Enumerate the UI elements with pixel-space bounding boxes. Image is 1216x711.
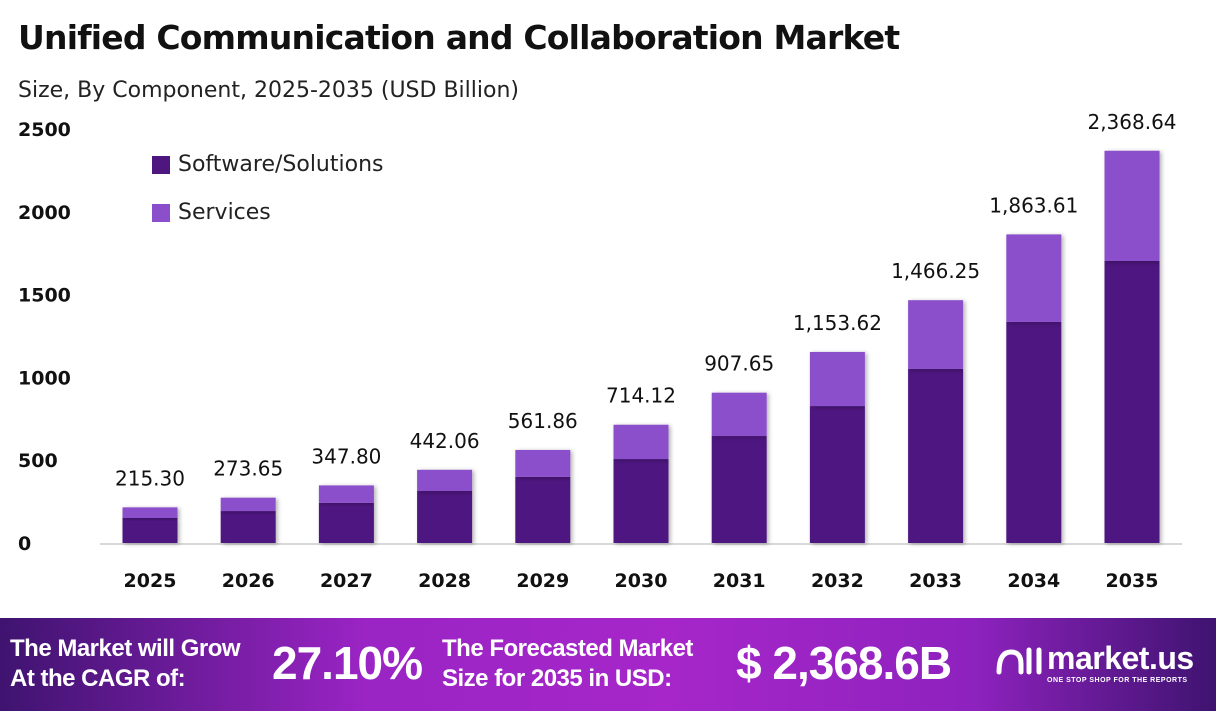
bar-services-2029	[515, 449, 571, 477]
y-tick-label: 0	[18, 533, 31, 555]
bar-software-2027	[318, 502, 374, 543]
y-tick-label: 2500	[18, 119, 71, 141]
data-label-2029: 561.86	[508, 409, 578, 433]
market-us-logo-icon	[996, 647, 1042, 675]
bar-services-2032	[809, 351, 865, 407]
x-tick-label: 2026	[222, 570, 275, 592]
brand-name: market.us	[1047, 640, 1194, 676]
legend-item-software: Software/Solutions	[152, 152, 383, 177]
y-tick-label: 1000	[18, 367, 71, 389]
chart-title: Unified Communication and Collaboration …	[18, 18, 900, 57]
bar-services-2033	[908, 300, 964, 369]
x-tick-label: 2025	[124, 570, 177, 592]
data-label-2028: 442.06	[410, 429, 480, 453]
bar-services-2025	[122, 507, 178, 518]
x-tick-label: 2033	[909, 570, 962, 592]
brand-logo: market.us ONE STOP SHOP FOR THE REPORTS	[995, 640, 1194, 684]
x-tick-label: 2031	[713, 570, 766, 592]
chart-subtitle: Size, By Component, 2025-2035 (USD Billi…	[18, 78, 519, 103]
footer-banner: The Market will Grow At the CAGR of: 27.…	[0, 618, 1216, 711]
bar-services-2031	[711, 392, 767, 437]
legend-swatch-software	[152, 155, 170, 174]
cagr-text-2: At the CAGR of:	[10, 665, 186, 692]
bar-services-2028	[417, 469, 473, 492]
forecast-text-1: The Forecasted Market	[442, 635, 693, 662]
bar-software-2030	[613, 459, 669, 543]
data-label-2027: 347.80	[311, 444, 381, 468]
x-tick-label: 2029	[516, 570, 569, 592]
data-label-2032: 1,153.62	[793, 311, 882, 335]
x-tick-label: 2035	[1106, 570, 1159, 592]
bar-software-2029	[515, 476, 571, 543]
x-tick-label: 2027	[320, 570, 373, 592]
bar-software-2025	[122, 517, 178, 543]
x-tick-label: 2034	[1007, 570, 1060, 592]
bar-services-2026	[220, 497, 276, 512]
legend-item-services: Services	[152, 200, 271, 225]
bar-software-2031	[711, 436, 767, 543]
data-label-2033: 1,466.25	[891, 259, 980, 283]
data-label-2030: 714.12	[606, 384, 676, 408]
x-tick-label: 2032	[811, 570, 864, 592]
bar-software-2026	[220, 511, 276, 543]
bar-software-2033	[908, 368, 964, 543]
legend-label-software: Software/Solutions	[178, 152, 384, 177]
y-tick-label: 2000	[18, 202, 71, 224]
y-tick-label: 1500	[18, 285, 71, 307]
legend-swatch-services	[152, 203, 170, 222]
data-label-2034: 1,863.61	[989, 193, 1078, 217]
bar-services-2030	[613, 424, 669, 460]
bar-software-2035	[1104, 260, 1160, 543]
bar-services-2034	[1006, 234, 1062, 322]
bar-services-2027	[318, 485, 374, 503]
bar-software-2032	[809, 406, 865, 543]
y-tick-label: 500	[18, 450, 58, 472]
x-tick-label: 2028	[418, 570, 471, 592]
x-tick-label: 2030	[615, 570, 668, 592]
legend-label-services: Services	[178, 200, 271, 225]
data-label-2025: 215.30	[115, 466, 185, 490]
data-label-2026: 273.65	[213, 457, 283, 481]
data-label-2035: 2,368.64	[1087, 110, 1176, 134]
data-label-2031: 907.65	[704, 352, 774, 376]
brand-tagline: ONE STOP SHOP FOR THE REPORTS	[1047, 677, 1188, 684]
bar-chart: 0 500 1000 1500 2000 2500 215.30 2025 273.65 2026…	[18, 110, 1182, 592]
cagr-value: 27.10%	[272, 637, 423, 689]
cagr-text-1: The Market will Grow	[10, 635, 241, 662]
forecast-value: $ 2,368.6B	[736, 637, 952, 689]
bar-services-2035	[1104, 150, 1160, 261]
forecast-text-2: Size for 2035 in USD:	[442, 665, 672, 692]
bar-software-2034	[1006, 321, 1062, 543]
bar-software-2028	[417, 491, 473, 543]
